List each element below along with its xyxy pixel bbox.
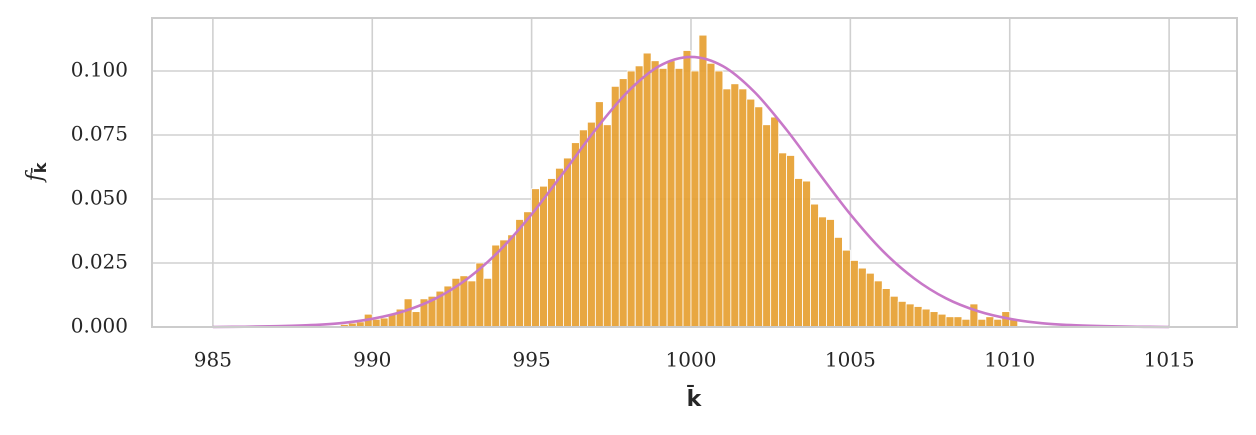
bar bbox=[587, 121, 596, 328]
bar bbox=[706, 62, 716, 328]
y-tick-label: 0.000 bbox=[71, 314, 128, 338]
y-tick-label: 0.025 bbox=[71, 249, 128, 273]
bar bbox=[834, 236, 843, 328]
bar bbox=[985, 316, 995, 328]
bar bbox=[857, 267, 867, 328]
bar bbox=[905, 303, 915, 328]
bar bbox=[634, 65, 644, 328]
bar bbox=[483, 277, 493, 328]
bar bbox=[618, 78, 628, 328]
bar bbox=[602, 124, 612, 328]
bar bbox=[762, 124, 772, 328]
bar bbox=[849, 260, 859, 328]
bar bbox=[642, 52, 652, 328]
bar bbox=[411, 311, 421, 328]
bar bbox=[937, 313, 947, 328]
bar bbox=[579, 129, 588, 328]
bar bbox=[650, 60, 660, 328]
bar bbox=[969, 303, 979, 328]
y-tick-label: 0.050 bbox=[71, 185, 128, 209]
bar bbox=[730, 83, 740, 328]
bar bbox=[778, 152, 788, 328]
bar bbox=[921, 308, 931, 328]
x-tick-label: 1010 bbox=[984, 348, 1035, 372]
bar bbox=[786, 155, 795, 328]
x-tick-label: 1000 bbox=[666, 348, 717, 372]
bar bbox=[515, 219, 525, 328]
y-axis-label: fk̄ bbox=[23, 162, 50, 183]
bar bbox=[889, 295, 899, 328]
bar bbox=[929, 311, 939, 328]
bar bbox=[754, 106, 764, 328]
bar bbox=[873, 280, 883, 328]
bar bbox=[523, 211, 533, 328]
bar bbox=[666, 60, 676, 328]
bar bbox=[881, 288, 891, 328]
density-curve bbox=[212, 55, 1170, 329]
bar bbox=[865, 272, 875, 328]
bar bbox=[841, 249, 851, 328]
x-tick-label: 1015 bbox=[1144, 348, 1195, 372]
bar bbox=[897, 300, 907, 328]
bar bbox=[674, 68, 684, 328]
bar bbox=[539, 185, 548, 328]
x-tick-label: 995 bbox=[513, 348, 551, 372]
bar bbox=[547, 178, 556, 328]
bar bbox=[913, 306, 923, 328]
bar bbox=[993, 318, 1003, 328]
bar bbox=[403, 298, 413, 328]
x-tick-label: 1005 bbox=[825, 348, 876, 372]
y-axis-label-sub: k̄ bbox=[30, 162, 50, 173]
bar bbox=[499, 239, 509, 328]
bar bbox=[626, 70, 636, 328]
bar bbox=[682, 50, 692, 328]
bar bbox=[961, 318, 971, 328]
bar bbox=[658, 68, 668, 328]
bar bbox=[698, 34, 708, 328]
bar bbox=[794, 178, 803, 328]
bar bbox=[746, 98, 756, 328]
x-axis-label: k̄ bbox=[687, 386, 703, 412]
bar bbox=[507, 234, 517, 328]
bar bbox=[953, 316, 963, 328]
bar bbox=[945, 316, 955, 328]
x-tick-label: 985 bbox=[194, 348, 232, 372]
bar bbox=[610, 85, 620, 328]
bar bbox=[818, 216, 827, 328]
bar bbox=[977, 318, 987, 328]
bar bbox=[563, 157, 572, 328]
y-tick-label: 0.075 bbox=[71, 121, 128, 145]
bar bbox=[594, 101, 604, 328]
bar bbox=[371, 318, 381, 328]
bar bbox=[722, 88, 732, 328]
y-tick-label: 0.100 bbox=[71, 57, 128, 81]
bar bbox=[810, 203, 819, 328]
bar bbox=[467, 280, 477, 328]
bars bbox=[332, 34, 1019, 328]
bar bbox=[826, 219, 835, 328]
plot-frame bbox=[151, 17, 1238, 328]
density-line bbox=[212, 55, 1170, 329]
bar bbox=[690, 70, 700, 328]
bar bbox=[379, 317, 389, 328]
x-tick-label: 990 bbox=[353, 348, 391, 372]
bar bbox=[571, 142, 580, 328]
bar bbox=[738, 88, 748, 328]
bar bbox=[714, 70, 724, 328]
bar bbox=[802, 180, 811, 328]
bar bbox=[770, 116, 780, 328]
bar bbox=[555, 167, 564, 328]
